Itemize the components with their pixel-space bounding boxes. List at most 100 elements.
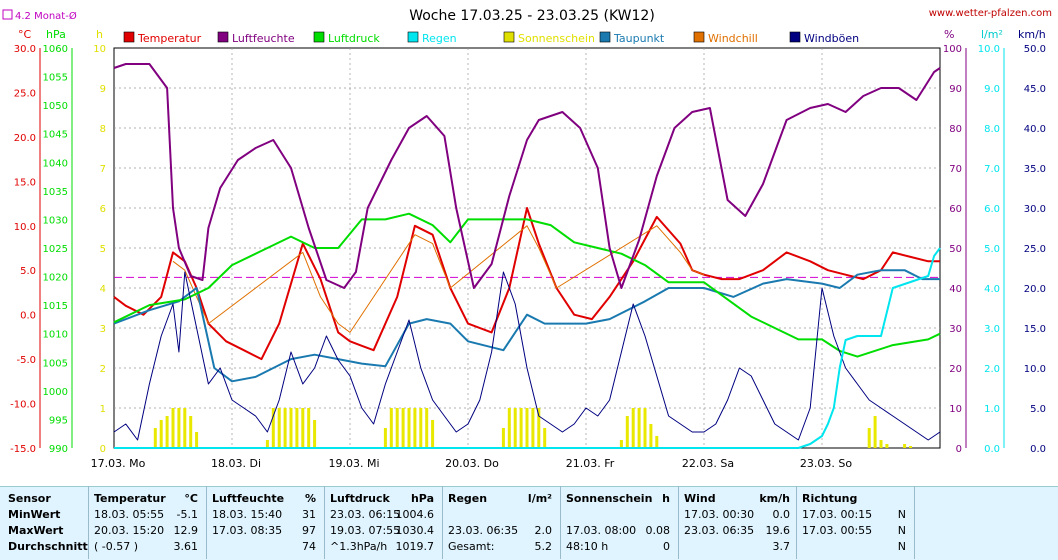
wind-tick-label: 30.0 bbox=[1024, 204, 1046, 215]
press-tick-label: 990 bbox=[49, 444, 68, 455]
sunshine-bar bbox=[531, 408, 535, 448]
sunshine-bar bbox=[507, 408, 511, 448]
table-cell-temp_t: 20.03. 15:20 bbox=[94, 524, 165, 537]
table-cell-dir_v: N bbox=[897, 508, 906, 521]
sunshine-bar bbox=[183, 408, 187, 448]
header-temp-unit: °C bbox=[184, 492, 198, 505]
sunshine-bar bbox=[407, 408, 411, 448]
table-cell-dir_t: 17.03. 00:55 bbox=[802, 524, 873, 537]
sun-tick-label: 2 bbox=[100, 364, 106, 375]
legend-swatch bbox=[123, 31, 135, 43]
rain-tick-label: 0.0 bbox=[984, 444, 1000, 455]
press-tick-label: 1010 bbox=[43, 330, 68, 341]
header-sun-unit: h bbox=[662, 492, 670, 505]
sun-tick-label: 3 bbox=[100, 324, 106, 335]
sunshine-bar bbox=[903, 444, 907, 448]
hum-tick-label: 60 bbox=[949, 204, 962, 215]
x-tick-label: 23.03. So bbox=[800, 457, 852, 470]
header-temp: Temperatur bbox=[94, 492, 166, 505]
table-cell-hum_t: 17.03. 08:35 bbox=[212, 524, 283, 537]
press-tick-label: 1060 bbox=[43, 44, 68, 55]
legend-swatch bbox=[217, 31, 229, 43]
sunshine-bar bbox=[189, 416, 193, 448]
rain-tick-label: 6.0 bbox=[984, 204, 1000, 215]
wind-tick-label: 15.0 bbox=[1024, 324, 1046, 335]
hum-tick-label: 20 bbox=[949, 364, 962, 375]
wind-tick-label: 25.0 bbox=[1024, 244, 1046, 255]
table-cell-wind_t: 17.03. 00:30 bbox=[684, 508, 755, 521]
chart-title: Woche 17.03.25 - 23.03.25 (KW12) bbox=[409, 8, 655, 24]
x-tick-label: 19.03. Mi bbox=[328, 457, 379, 470]
wind-tick-label: 10.0 bbox=[1024, 364, 1046, 375]
press-tick-label: 1040 bbox=[43, 158, 68, 169]
table-cell-press_v: 1004.6 bbox=[395, 508, 435, 521]
rain-tick-label: 7.0 bbox=[984, 164, 1000, 175]
hum-tick-label: 90 bbox=[949, 84, 962, 95]
rain-tick-label: 8.0 bbox=[984, 124, 1000, 135]
sunshine-bar bbox=[619, 440, 623, 448]
press-tick-label: 1030 bbox=[43, 215, 68, 226]
sunshine-bar bbox=[401, 408, 405, 448]
hum-tick-label: 70 bbox=[949, 164, 962, 175]
header-rain: Regen bbox=[448, 492, 488, 505]
temp-tick-label: 10.0 bbox=[14, 222, 36, 233]
table-cell-dir_v: N bbox=[897, 540, 906, 553]
wind-tick-label: 5.0 bbox=[1030, 404, 1046, 415]
sun-tick-label: 6 bbox=[100, 204, 106, 215]
wind-tick-label: 45.0 bbox=[1024, 84, 1046, 95]
sunshine-bar bbox=[525, 408, 529, 448]
table-cell-label: MinWert bbox=[8, 508, 61, 521]
rain-tick-label: 1.0 bbox=[984, 404, 1000, 415]
press-tick-label: 1050 bbox=[43, 101, 68, 112]
legend-swatch bbox=[503, 31, 515, 43]
table-cell-hum_v: 31 bbox=[302, 508, 316, 521]
plot-area bbox=[113, 47, 941, 449]
table-cell-label: Durchschnitt bbox=[8, 540, 88, 553]
table-cell-rain_v: 5.2 bbox=[534, 540, 553, 553]
legend-label: Sonnenschein bbox=[518, 32, 595, 45]
hum-tick-label: 40 bbox=[949, 284, 962, 295]
header-sun: Sonnenschein bbox=[566, 492, 653, 505]
table-cell-wind_t: 23.03. 06:35 bbox=[684, 524, 755, 537]
sunshine-bar bbox=[537, 408, 541, 448]
legend-swatch bbox=[693, 31, 705, 43]
sunshine-bar bbox=[501, 428, 505, 448]
legend-label: Luftdruck bbox=[328, 32, 380, 45]
grid bbox=[114, 48, 940, 448]
sunshine-bar bbox=[649, 424, 653, 448]
unit-hum: % bbox=[944, 28, 954, 41]
table-cell-temp_v: -5.1 bbox=[176, 508, 198, 521]
header-sensor: Sensor bbox=[8, 492, 51, 505]
rain-tick-label: 2.0 bbox=[984, 364, 1000, 375]
sunshine-bars bbox=[153, 408, 912, 448]
unit-temp: °C bbox=[18, 28, 32, 41]
table-cell-hum_t: 18.03. 15:40 bbox=[212, 508, 283, 521]
table-cell-wind_v: 0.0 bbox=[772, 508, 791, 521]
table-cell-sun_v: 0.08 bbox=[645, 524, 671, 537]
table-cell-rain_v: 2.0 bbox=[534, 524, 553, 537]
sunshine-bar bbox=[153, 428, 157, 448]
sunshine-bar bbox=[879, 440, 883, 448]
temp-tick-label: -15.0 bbox=[10, 444, 36, 455]
sunshine-bar bbox=[177, 408, 181, 448]
sunshine-bar bbox=[159, 420, 163, 448]
unit-rain: l/m² bbox=[981, 28, 1003, 41]
table-cell-temp_t: 18.03. 05:55 bbox=[94, 508, 165, 521]
sunshine-bar bbox=[873, 416, 877, 448]
x-tick-label: 22.03. Sa bbox=[682, 457, 734, 470]
wind-tick-label: 35.0 bbox=[1024, 164, 1046, 175]
site-url[interactable]: www.wetter-pfalzen.com bbox=[929, 8, 1052, 19]
table-cell-press_v: 1030.4 bbox=[395, 524, 435, 537]
sunshine-bar bbox=[313, 420, 317, 448]
legend-label: Luftfeuchte bbox=[232, 32, 295, 45]
unit-press: hPa bbox=[46, 28, 66, 41]
legend-label: Windchill bbox=[708, 32, 758, 45]
sunshine-bar bbox=[307, 408, 311, 448]
weather-chart: Woche 17.03.25 - 23.03.25 (KW12) www.wet… bbox=[2, 8, 1052, 470]
unit-wind: km/h bbox=[1018, 28, 1046, 41]
table-cell-rain_t: 23.03. 06:35 bbox=[448, 524, 519, 537]
wind-tick-label: 50.0 bbox=[1024, 44, 1046, 55]
sun-tick-label: 8 bbox=[100, 124, 106, 135]
temp-tick-label: 30.0 bbox=[14, 44, 36, 55]
sunshine-bar bbox=[295, 408, 299, 448]
